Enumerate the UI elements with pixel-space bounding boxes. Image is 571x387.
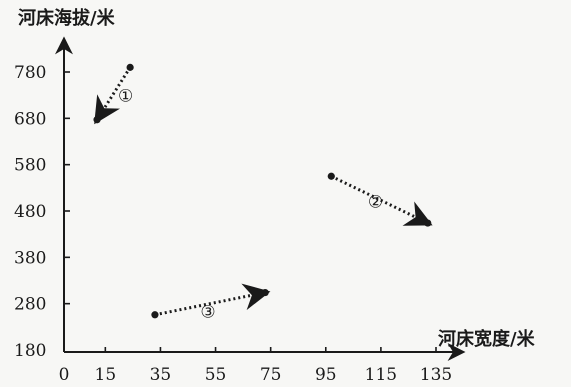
segment-3-end-point <box>261 288 269 297</box>
segment-1-end-point <box>93 116 101 124</box>
segment-3-start-point <box>151 311 159 319</box>
segment-2-end-point <box>424 219 432 227</box>
x-tick-label-0: 0 <box>59 365 70 385</box>
x-tick-label-7: 135 <box>420 365 452 385</box>
x-tick-label-6: 115 <box>365 365 397 385</box>
x-tick-label-5: 95 <box>315 365 337 385</box>
x-tick-label-1: 15 <box>95 365 117 385</box>
segment-1-label: ① <box>118 87 133 107</box>
y-tick-label-2: 380 <box>14 248 46 268</box>
segment-3-label: ③ <box>200 303 215 323</box>
y-tick-label-3: 480 <box>14 202 46 222</box>
y-tick-label-6: 780 <box>14 63 46 83</box>
y-tick-label-0: 180 <box>14 341 46 361</box>
x-tick-label-4: 75 <box>260 365 282 385</box>
y-tick-label-1: 280 <box>14 295 46 315</box>
y-tick-label-4: 580 <box>14 156 46 176</box>
segment-2-start-point <box>327 172 335 180</box>
segment-2-label: ② <box>368 193 383 213</box>
segment-1-start-point <box>126 63 134 71</box>
segment-1-arrow <box>94 66 132 125</box>
y-tick-label-5: 680 <box>14 109 46 129</box>
x-axis-title: 河床宽度/米 <box>438 328 536 350</box>
x-tick-label-2: 35 <box>150 365 172 385</box>
segment-3-arrow <box>154 283 271 317</box>
x-tick-label-3: 55 <box>205 365 227 385</box>
y-axis-title: 河床海拔/米 <box>18 7 116 29</box>
